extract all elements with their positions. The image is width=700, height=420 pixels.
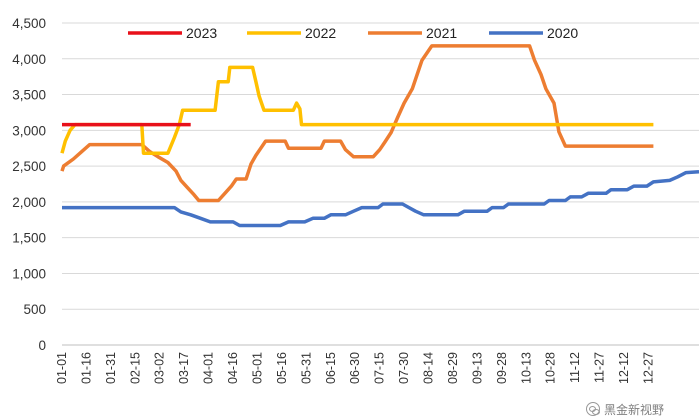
x-tick-label: 09-13 bbox=[470, 352, 484, 384]
y-tick-label: 3,500 bbox=[12, 88, 46, 103]
legend-label-2020: 2020 bbox=[547, 25, 578, 41]
y-tick-label: 0 bbox=[38, 338, 46, 353]
x-tick-label: 01-01 bbox=[55, 352, 69, 384]
x-tick-label: 06-30 bbox=[348, 352, 362, 384]
y-tick-label: 3,000 bbox=[12, 123, 46, 138]
y-tick-label: 4,500 bbox=[12, 16, 46, 31]
x-tick-label: 11-27 bbox=[593, 352, 607, 383]
legend-label-2021: 2021 bbox=[426, 25, 457, 41]
x-tick-label: 02-15 bbox=[128, 352, 142, 384]
x-tick-label: 07-15 bbox=[373, 352, 387, 384]
x-tick-label: 12-12 bbox=[617, 352, 631, 384]
x-tick-label: 08-29 bbox=[446, 352, 460, 384]
legend: 2023 2022 2021 2020 bbox=[128, 25, 578, 41]
x-tick-label: 06-15 bbox=[324, 352, 338, 384]
x-tick-label: 07-30 bbox=[397, 352, 411, 384]
x-tick-label: 08-14 bbox=[422, 352, 436, 384]
y-tick-label: 1,000 bbox=[12, 266, 46, 281]
series-line-2021 bbox=[60, 44, 654, 203]
x-tick-label: 01-31 bbox=[104, 352, 118, 384]
grid-lines bbox=[62, 22, 699, 310]
series-line-2020 bbox=[62, 170, 700, 228]
x-tick-label: 03-02 bbox=[153, 352, 167, 384]
x-tick-label: 05-01 bbox=[250, 352, 264, 384]
x-tick-label: 11-12 bbox=[568, 352, 582, 383]
y-tick-label: 4,000 bbox=[12, 52, 46, 67]
x-tick-label: 05-16 bbox=[275, 352, 289, 384]
x-tick-label: 01-16 bbox=[79, 352, 93, 384]
y-axis-ticks: 4,500 4,000 3,500 3,000 2,500 2,000 1,500 1,000… bbox=[12, 16, 46, 353]
x-axis-ticks: 01-01 01-16 01-31 02-15 03-02 03-17 04-01 04-16… bbox=[55, 352, 655, 384]
x-tick-label: 12-27 bbox=[641, 352, 655, 384]
series-lines bbox=[60, 44, 700, 228]
x-tick-label: 05-31 bbox=[299, 352, 313, 384]
x-tick-label: 04-16 bbox=[226, 352, 240, 384]
y-tick-label: 2,500 bbox=[12, 159, 46, 174]
y-tick-label: 1,500 bbox=[12, 231, 46, 246]
watermark-text: 黑金新视野 bbox=[604, 402, 665, 417]
legend-label-2022: 2022 bbox=[305, 25, 336, 41]
wechat-icon bbox=[586, 402, 600, 416]
watermark: 黑金新视野 bbox=[586, 400, 664, 418]
y-tick-label: 500 bbox=[23, 302, 46, 317]
x-tick-label: 10-13 bbox=[519, 352, 533, 384]
x-tick-label: 09-28 bbox=[495, 352, 509, 384]
y-tick-label: 2,000 bbox=[12, 195, 46, 210]
legend-label-2023: 2023 bbox=[186, 25, 217, 41]
x-tick-label: 03-17 bbox=[177, 352, 191, 384]
x-tick-label: 04-01 bbox=[202, 352, 216, 384]
x-tick-label: 10-28 bbox=[544, 352, 558, 384]
